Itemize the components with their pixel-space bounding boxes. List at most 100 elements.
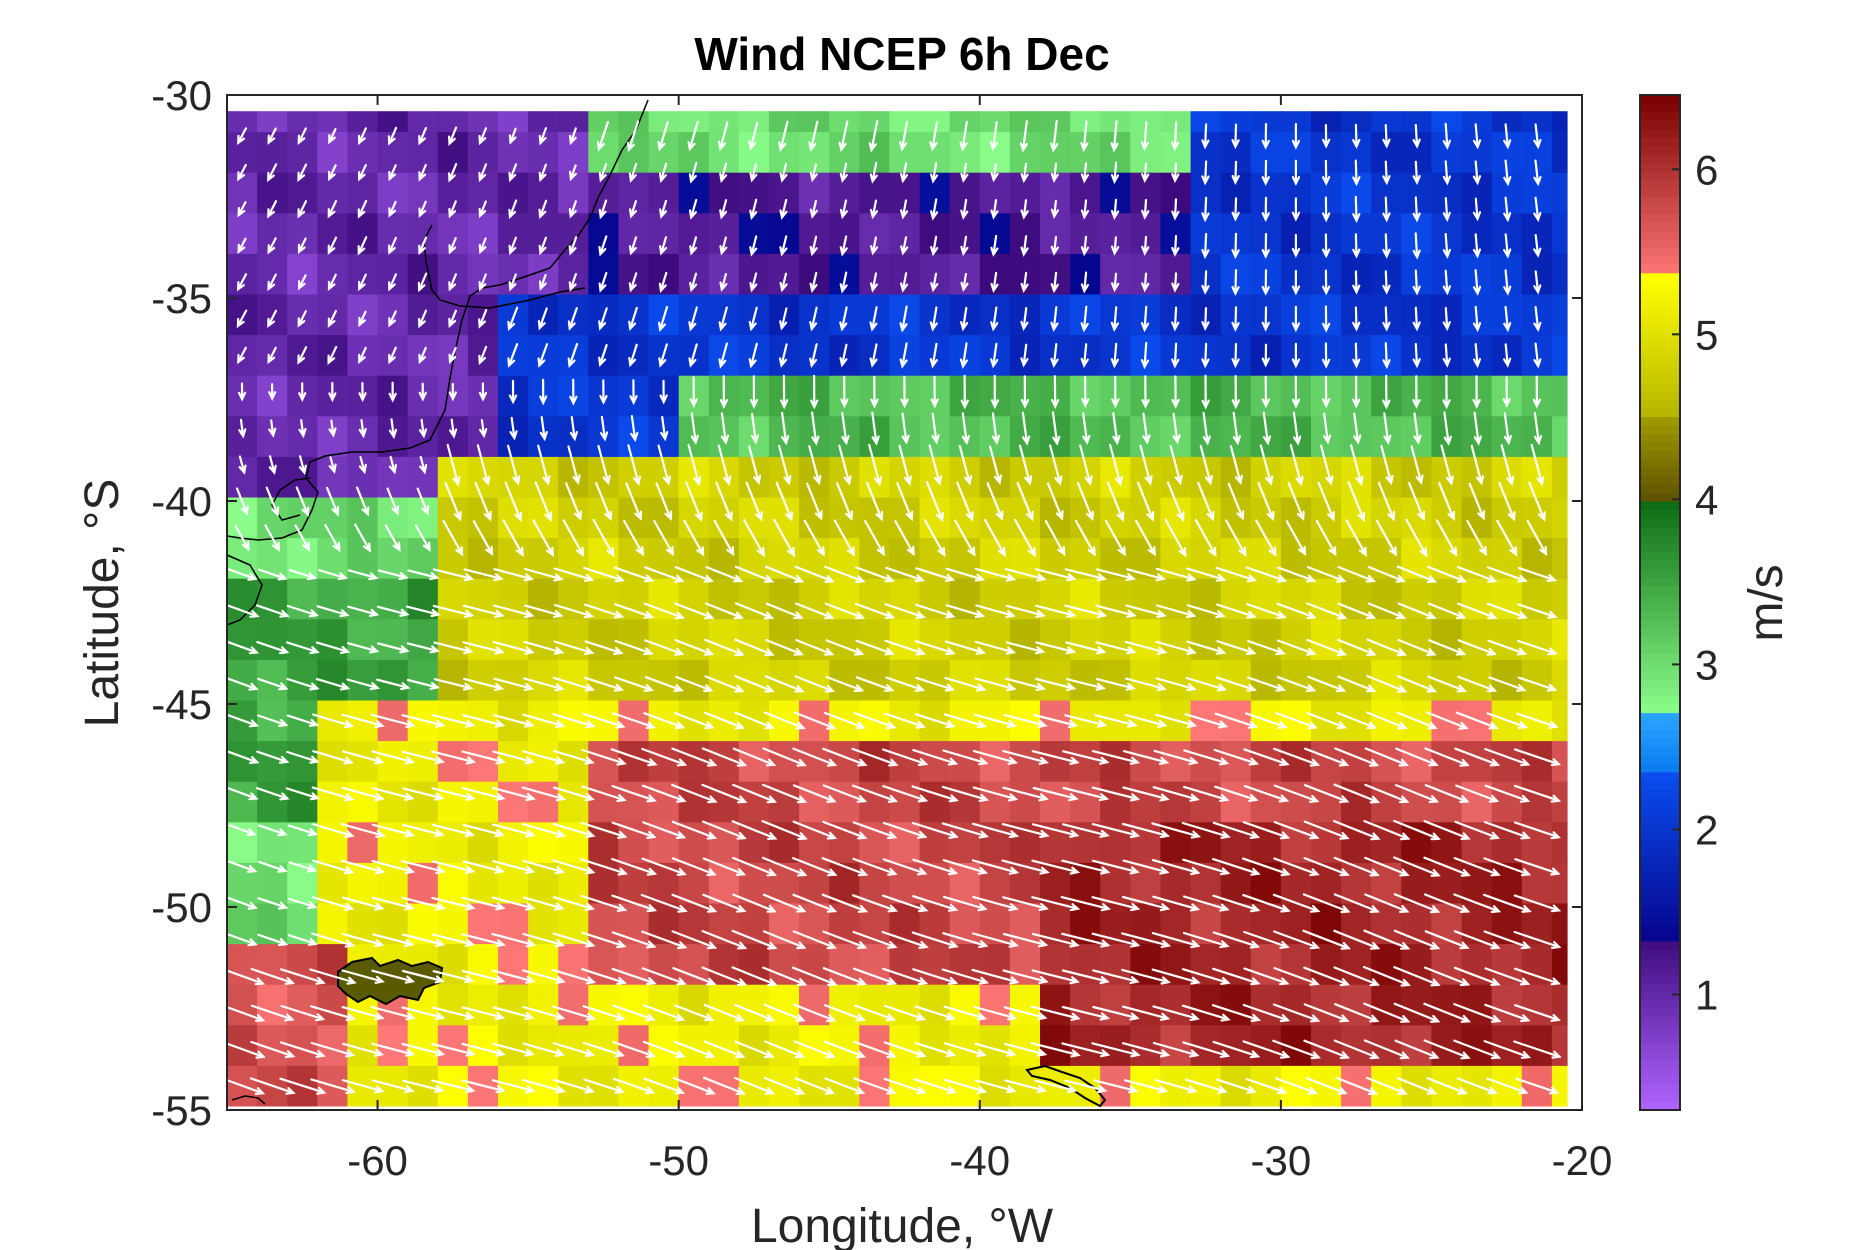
wind-vector (613, 566, 655, 583)
wind-vector (1484, 967, 1531, 986)
wind-vector (1453, 930, 1501, 950)
wind-vector (1050, 120, 1059, 153)
wind-vector (418, 346, 427, 365)
wind-vector (226, 713, 260, 728)
heatmap-cell (407, 212, 439, 254)
wind-vector (990, 342, 999, 369)
colorbar-step (1640, 433, 1680, 443)
heatmap-cell (648, 821, 680, 863)
wind-vector (431, 1079, 476, 1094)
colorbar-step (1640, 704, 1680, 714)
colorbar-step (1640, 991, 1680, 1001)
wind-vector (1382, 342, 1391, 370)
wind-vector (418, 236, 428, 256)
wind-vector (1002, 750, 1050, 765)
wind-vector (1453, 966, 1501, 986)
wind-vector (372, 933, 415, 947)
colorbar-step (1640, 162, 1680, 172)
wind-vector (644, 676, 684, 692)
wind-vector (1152, 1041, 1200, 1058)
heatmap-cell (257, 537, 288, 579)
heatmap-cell (1491, 821, 1523, 863)
wind-vector (388, 236, 397, 255)
wind-vector (1273, 821, 1320, 840)
wind-vector (870, 375, 879, 409)
wind-vector (534, 481, 553, 522)
wind-vector (1440, 444, 1454, 486)
wind-vector (732, 856, 778, 877)
wind-vector (702, 820, 747, 840)
colorbar-step (1640, 856, 1680, 866)
heatmap-cell (979, 111, 1011, 133)
wind-vector (1333, 856, 1380, 877)
wind-vector (612, 1077, 656, 1095)
wind-vector (1121, 1005, 1171, 1021)
heatmap-cell (287, 537, 318, 579)
wind-vector (1364, 893, 1410, 913)
heatmap-cell (467, 984, 499, 1026)
heatmap-cell (708, 862, 740, 904)
wind-vector (237, 382, 247, 402)
wind-vector (794, 675, 836, 693)
wind-vector (388, 310, 397, 328)
colorbar-step (1640, 264, 1680, 274)
wind-vector (1518, 567, 1558, 582)
wind-vector (1363, 929, 1411, 950)
wind-vector (898, 444, 912, 486)
colorbar-step (1640, 737, 1680, 747)
wind-vector (912, 858, 959, 876)
wind-vector (1091, 932, 1141, 948)
wind-vector (1453, 893, 1502, 914)
wind-vector (1291, 305, 1301, 333)
wind-vector (1261, 122, 1270, 150)
wind-vector (1106, 481, 1125, 522)
wind-vector (387, 126, 398, 146)
wind-vector (1171, 342, 1180, 369)
colorbar-step (1640, 340, 1680, 350)
wind-vector (1062, 786, 1110, 802)
wind-vector (1413, 412, 1422, 445)
wind-vector (286, 750, 320, 764)
heatmap-cell (467, 1024, 499, 1066)
wind-vector (1352, 159, 1361, 187)
wind-vector (522, 969, 566, 984)
wind-vector (358, 127, 367, 146)
wind-vector (1020, 271, 1029, 294)
wind-vector (401, 860, 446, 875)
heatmap-cell (1521, 943, 1553, 985)
heatmap-cell (919, 111, 951, 133)
wind-vector (1484, 784, 1531, 803)
colorbar-step (1640, 627, 1680, 637)
heatmap-cell (377, 111, 409, 133)
heatmap-cell (1551, 131, 1568, 173)
heatmap-cell (769, 578, 800, 620)
wind-vector (569, 164, 577, 182)
wind-vector (1171, 198, 1180, 221)
wind-vector (1151, 859, 1201, 876)
wind-vector (268, 419, 277, 438)
wind-vector (1110, 161, 1120, 185)
heatmap-cell (769, 618, 800, 660)
wind-vector (237, 201, 247, 218)
colorbar-step (1640, 1042, 1680, 1052)
heatmap-cell (1431, 862, 1463, 904)
wind-vector (1171, 375, 1180, 409)
wind-vector (945, 567, 986, 582)
colorbar-step (1640, 653, 1680, 663)
wind-vector (839, 162, 848, 184)
wind-vector (851, 784, 899, 803)
wind-vector (643, 712, 686, 730)
heatmap-cell (347, 111, 379, 133)
wind-vector (975, 604, 1016, 619)
wind-vector (658, 271, 668, 294)
wind-vector (1322, 159, 1331, 186)
wind-vector (673, 712, 715, 730)
heatmap-cell (407, 111, 439, 133)
wind-vector (553, 750, 595, 765)
wind-vector (567, 343, 579, 368)
wind-vector (1016, 482, 1034, 522)
wind-vector (734, 675, 775, 693)
wind-vector (1065, 641, 1107, 655)
wind-vector (1122, 859, 1170, 875)
wind-vector (1533, 412, 1543, 446)
